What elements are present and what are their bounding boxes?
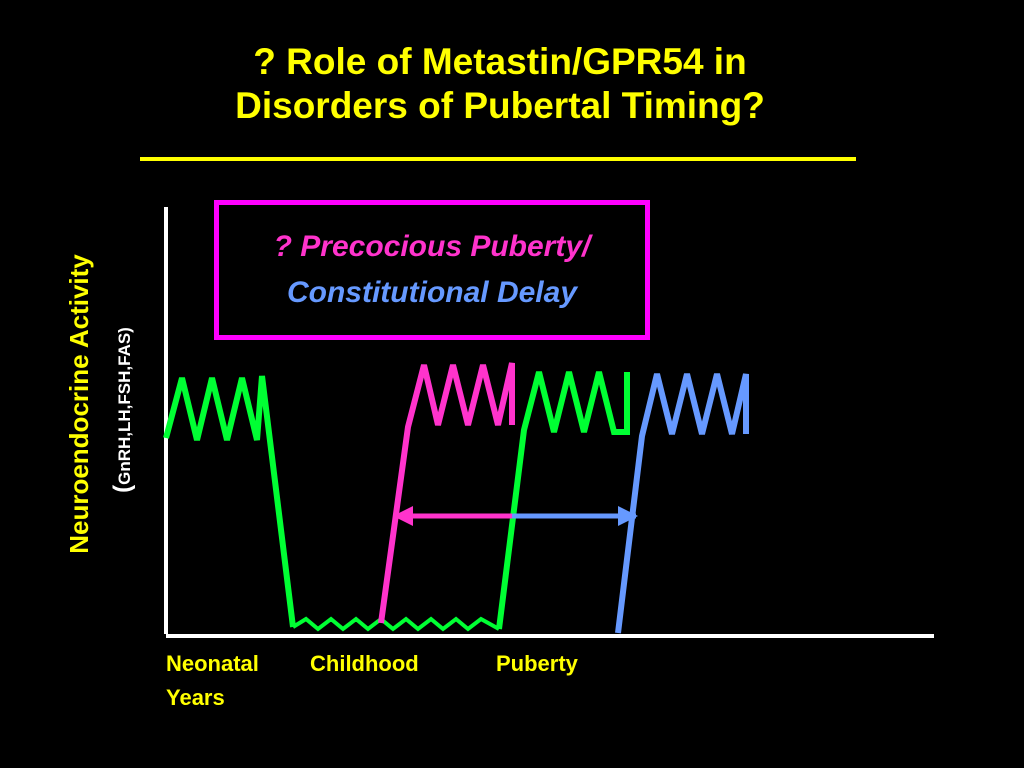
normal-puberty-trace: [496, 371, 630, 630]
normal-childhood-trace: [291, 616, 500, 632]
normal-neonatal-trace: [163, 375, 296, 628]
x-label-years: Years: [166, 685, 225, 710]
slide-title: ? Role of Metastin/GPR54 in Disorders of…: [0, 40, 1000, 128]
title-line-1: ? Role of Metastin/GPR54 in: [253, 41, 747, 82]
x-label-childhood: Childhood: [310, 651, 419, 676]
precocious-puberty-trace: [378, 362, 515, 624]
constitutional-delay-trace: [615, 373, 749, 634]
x-label-puberty: Puberty: [496, 651, 578, 676]
title-line-2: Disorders of Pubertal Timing?: [235, 85, 765, 126]
x-label-neonatal: Neonatal: [166, 651, 259, 676]
title-underline: [140, 157, 856, 161]
legend-precocious-label: ? Precocious Puberty/: [273, 230, 591, 263]
legend-delay-label: Constitutional Delay: [286, 276, 578, 309]
legend-box: ? Precocious Puberty/ Constitutional Del…: [214, 200, 650, 340]
